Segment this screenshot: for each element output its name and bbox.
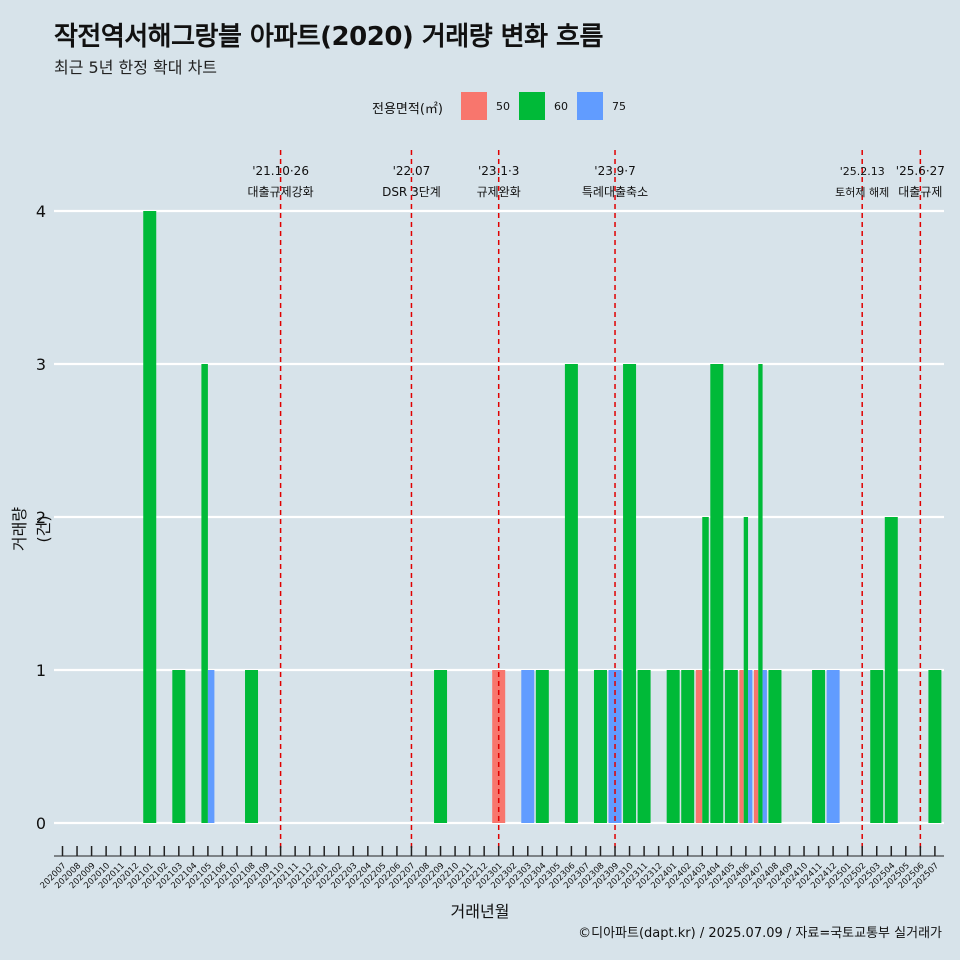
bar-202412-75 [826, 670, 840, 823]
chart-subtitle: 최근 5년 한정 확대 차트 [54, 58, 218, 77]
bar-202404-60 [710, 364, 724, 823]
bar-202406-75 [748, 670, 753, 823]
annotation-label: DSR 3단계 [382, 185, 441, 199]
annotation-label: 대출규제 [898, 185, 942, 199]
bar-202308-60 [593, 670, 607, 823]
bar-202310-60 [623, 364, 637, 823]
annotation-date: '25.6·27 [896, 164, 945, 178]
bar-202306-60 [564, 364, 578, 823]
y-tick-label: 4 [36, 202, 46, 221]
bar-202303-75 [521, 670, 535, 823]
annotation-date: '25.2.13 [840, 165, 885, 178]
legend-key-50 [461, 92, 487, 120]
annotation-date: '22.07 [393, 164, 431, 178]
bar-202504-60 [884, 517, 898, 823]
bar-202304-60 [535, 670, 549, 823]
bar-202507-60 [928, 670, 942, 823]
legend-label-60: 60 [554, 100, 568, 113]
bar-202405-60 [724, 670, 738, 823]
y-tick-label: 2 [36, 508, 46, 527]
legend-key-60 [519, 92, 545, 120]
bar-202503-60 [870, 670, 884, 823]
bar-202101-60 [143, 211, 157, 823]
y-axis-title: 거래량(건) [10, 506, 53, 552]
annotation-label: 특례대출축소 [582, 185, 648, 199]
bar-202403-50 [695, 670, 703, 823]
bar-202411-60 [812, 670, 826, 823]
bar-202401-60 [666, 670, 680, 823]
annotation-date: '23.9·7 [594, 164, 635, 178]
bar-202105-75 [207, 670, 215, 823]
legend: 전용면적(㎡) 50 60 75 [0, 92, 960, 122]
bar-202406-50 [739, 670, 744, 823]
bar-202311-60 [637, 670, 651, 823]
bar-202407-60 [758, 364, 763, 823]
bar-202108-60 [245, 670, 259, 823]
annotation-label: 토허제 해제 [835, 185, 889, 199]
annotation-date: '23.1·3 [478, 164, 519, 178]
chart-title: 작전역서해그랑블 아파트(2020) 거래량 변화 흐름 [54, 22, 603, 52]
bar-202406-60 [743, 517, 749, 823]
bar-202402-60 [681, 670, 695, 823]
y-tick-label: 1 [36, 661, 46, 680]
legend-title: 전용면적(㎡) [372, 102, 443, 117]
bar-202407-75 [762, 670, 767, 823]
caption: ©디아파트(dapt.kr) / 2025.07.09 / 자료=국토교통부 실… [578, 926, 942, 941]
legend-key-75 [577, 92, 603, 120]
y-tick-label: 3 [36, 355, 46, 374]
bar-202408-60 [768, 670, 782, 823]
bar-202105-60 [201, 364, 208, 823]
legend-label-50: 50 [496, 100, 510, 113]
bar-202403-60 [702, 517, 709, 823]
annotation-label: 대출규제강화 [247, 185, 313, 199]
annotation-date: '21.10·26 [252, 164, 309, 178]
bar-202407-50 [753, 670, 759, 823]
y-tick-label: 0 [36, 814, 46, 833]
bar-202209-60 [434, 670, 448, 823]
bar-202103-60 [172, 670, 186, 823]
x-axis-title: 거래년월 [450, 902, 510, 921]
annotation-label: 규제완화 [477, 185, 521, 199]
legend-label-75: 75 [612, 100, 626, 113]
